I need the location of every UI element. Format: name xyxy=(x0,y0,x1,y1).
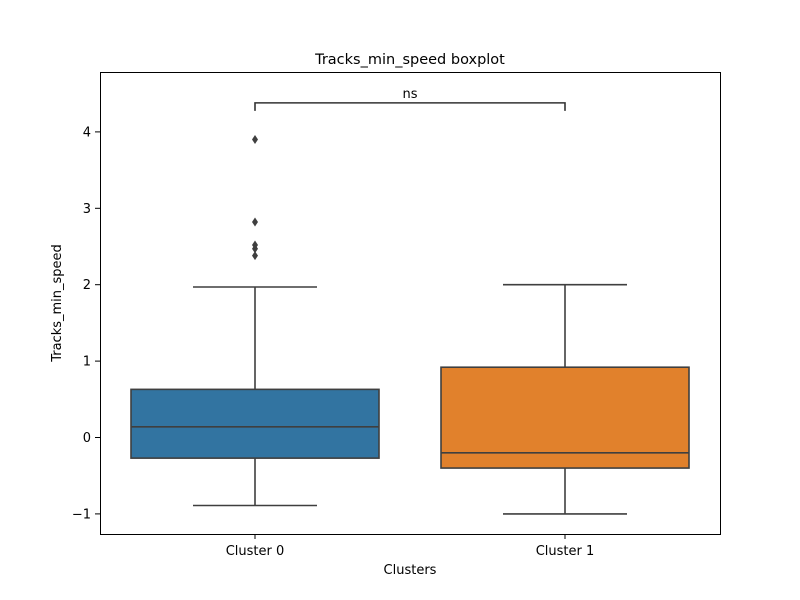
iqr-box xyxy=(440,366,690,469)
outlier-point xyxy=(252,217,258,227)
outlier-point xyxy=(252,135,258,145)
y-tick-label: 2 xyxy=(83,278,91,293)
outlier-point xyxy=(252,240,258,250)
plot-area: ns xyxy=(130,87,690,515)
box-group-0 xyxy=(130,135,380,507)
x-axis: Cluster 0 Cluster 1 xyxy=(226,534,595,559)
y-tick-label: 1 xyxy=(83,355,91,370)
y-tick-label: 3 xyxy=(83,202,91,217)
significance-label: ns xyxy=(402,87,417,102)
x-axis-label: Clusters xyxy=(384,563,437,578)
box-group-1 xyxy=(440,283,690,515)
x-tick-label: Cluster 1 xyxy=(536,544,595,559)
significance-bracket xyxy=(254,102,566,111)
y-tick-label: −1 xyxy=(72,507,91,522)
y-tick-label: 0 xyxy=(83,431,91,446)
y-axis: −1 0 1 2 3 4 xyxy=(72,125,100,522)
y-axis-label: Tracks_min_speed xyxy=(50,244,65,363)
outlier-point xyxy=(252,251,258,261)
x-tick-label: Cluster 0 xyxy=(226,544,285,559)
y-tick-label: 4 xyxy=(83,125,91,140)
iqr-box xyxy=(130,388,380,459)
plot-frame xyxy=(100,72,721,535)
chart-title: Tracks_min_speed boxplot xyxy=(314,52,505,68)
